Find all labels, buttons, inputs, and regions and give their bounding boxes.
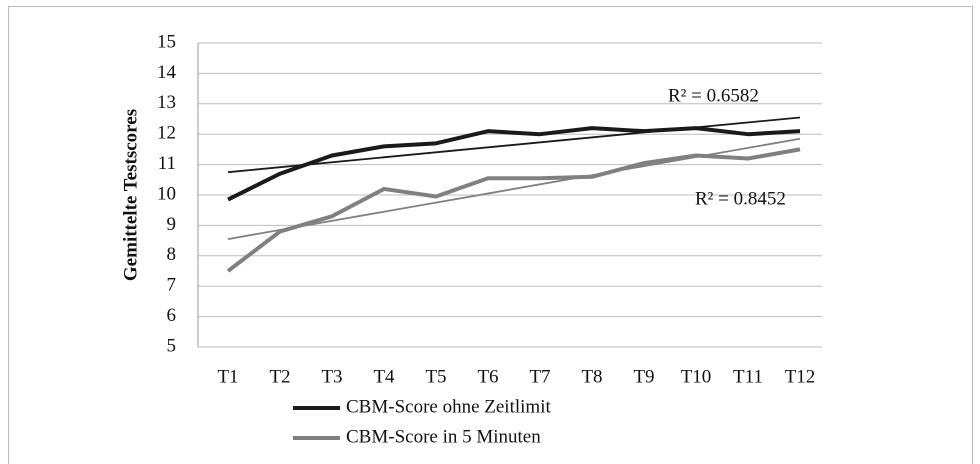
y-tick-label: 9 <box>167 214 177 235</box>
y-tick-label: 5 <box>167 335 177 356</box>
x-tick-label: T11 <box>733 366 763 387</box>
trend-label: R² = 0.8452 <box>695 188 786 209</box>
y-tick-label: 8 <box>167 244 177 265</box>
y-tick-label: 11 <box>158 153 176 174</box>
y-tick-label: 12 <box>157 123 176 144</box>
x-tick-label: T12 <box>785 366 816 387</box>
x-tick-label: T4 <box>373 366 395 387</box>
y-tick-label: 10 <box>157 183 176 204</box>
y-axis-label: Gemittelte Testscores <box>120 109 141 281</box>
chart-border <box>8 6 973 464</box>
trend-label: R² = 0.6582 <box>668 85 759 106</box>
x-tick-label: T6 <box>477 366 498 387</box>
x-tick-label: T3 <box>321 366 342 387</box>
series-line <box>227 126 801 202</box>
y-tick-label: 6 <box>167 305 177 326</box>
x-tick-label: T5 <box>425 366 446 387</box>
x-tick-label: T1 <box>217 366 238 387</box>
x-tick-label: T9 <box>633 366 654 387</box>
y-tick-label: 15 <box>157 31 176 52</box>
legend-label: CBM-Score in 5 Minuten <box>346 426 541 447</box>
x-tick-label: T7 <box>529 366 550 387</box>
legend-label: CBM-Score ohne Zeitlimit <box>346 396 551 417</box>
x-tick-label: T8 <box>581 366 602 387</box>
y-tick-label: 14 <box>157 62 177 83</box>
x-tick-label: T2 <box>269 366 290 387</box>
y-tick-label: 13 <box>157 92 176 113</box>
series-line <box>226 147 801 273</box>
x-tick-label: T10 <box>681 366 712 387</box>
y-tick-label: 7 <box>167 275 177 296</box>
trend-line <box>227 116 801 174</box>
